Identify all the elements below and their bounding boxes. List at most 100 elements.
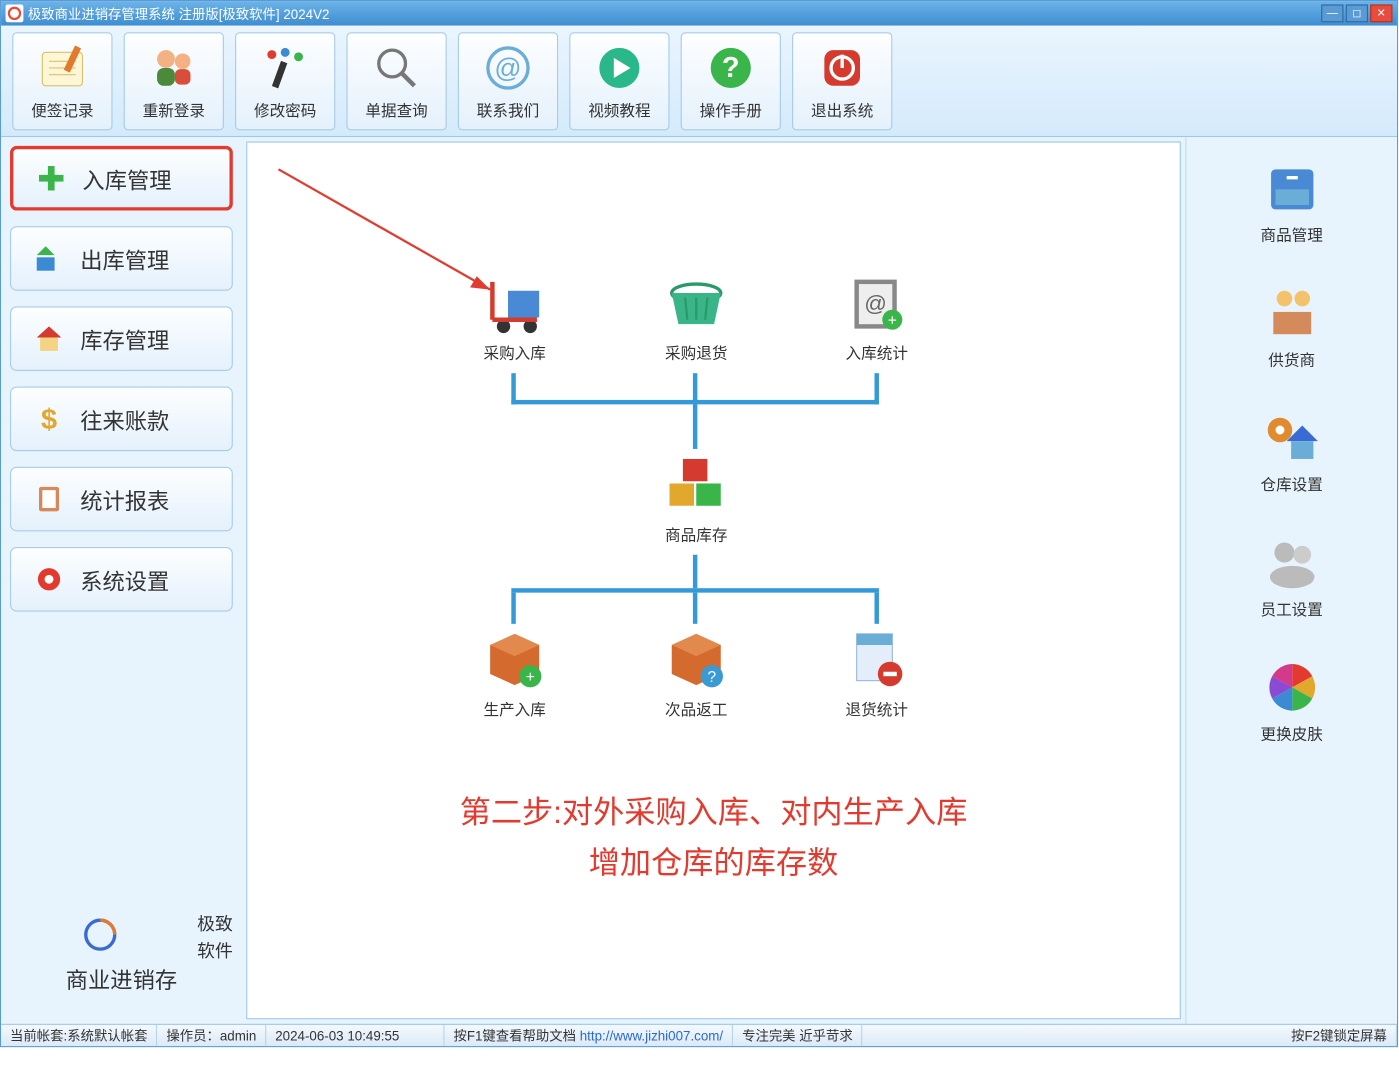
relogin-label: 重新登录 xyxy=(143,99,205,121)
svg-text:$: $ xyxy=(41,404,57,433)
password-button[interactable]: 修改密码 xyxy=(235,32,335,130)
node-inbound-stats[interactable]: @+ 入库统计 xyxy=(827,271,927,365)
nav-stock[interactable]: 库存管理 xyxy=(10,306,233,371)
book-at-icon: @+ xyxy=(843,271,910,338)
people-box-icon xyxy=(1263,284,1321,342)
svg-text:@: @ xyxy=(864,291,887,316)
cart-icon xyxy=(481,271,548,338)
nav-inbound[interactable]: 入库管理 xyxy=(10,146,233,211)
titlebar: 极致商业进销存管理系统 注册版[极致软件] 2024V2 — ◻ ✕ xyxy=(1,1,1397,26)
node-purchase-return[interactable]: 采购退货 xyxy=(646,271,746,365)
brand-line2: 商业进销存 xyxy=(10,962,233,994)
manual-label: 操作手册 xyxy=(700,99,762,121)
help-icon: ? xyxy=(704,41,757,94)
rside-staff-set-label: 员工设置 xyxy=(1260,598,1322,620)
node-produce-in[interactable]: + 生产入库 xyxy=(465,627,565,721)
connector xyxy=(693,404,697,449)
plus-icon xyxy=(36,163,67,194)
clipboard-icon xyxy=(33,483,64,514)
outbound-icon xyxy=(33,243,64,274)
nav-stock-label: 库存管理 xyxy=(80,323,169,355)
rside-skin-label: 更换皮肤 xyxy=(1260,723,1322,745)
rside-staff-set[interactable]: 员工设置 xyxy=(1260,534,1322,621)
left-nav: 入库管理 出库管理 库存管理 $ 往来账款 统计报表 系统设置 xyxy=(1,137,242,1024)
svg-text:@: @ xyxy=(494,52,521,82)
brand: 极致 软件 商业进销存 xyxy=(10,898,233,1015)
drawer-icon xyxy=(1263,159,1321,217)
annotation-line2: 增加仓库的库存数 xyxy=(247,839,1179,889)
nav-inbound-label: 入库管理 xyxy=(82,162,171,194)
status-operator: 操作员：admin xyxy=(157,1025,266,1046)
relogin-button[interactable]: 重新登录 xyxy=(124,32,224,130)
annotation-line1: 第二步:对外采购入库、对内生产入库 xyxy=(247,789,1179,839)
node-return-stats-label: 退货统计 xyxy=(827,698,927,720)
brand-logo-icon xyxy=(82,917,118,953)
exit-label: 退出系统 xyxy=(811,99,873,121)
minimize-button[interactable]: — xyxy=(1321,4,1343,22)
connector xyxy=(693,593,697,624)
boxes-icon xyxy=(663,452,730,519)
connector xyxy=(693,555,697,588)
nav-reports-label: 统计报表 xyxy=(80,483,169,515)
rside-supplier[interactable]: 供货商 xyxy=(1263,284,1321,371)
rside-warehouse-set[interactable]: 仓库设置 xyxy=(1260,409,1322,496)
video-button[interactable]: 视频教程 xyxy=(569,32,669,130)
node-inbound-stats-label: 入库统计 xyxy=(827,342,927,364)
nav-outbound[interactable]: 出库管理 xyxy=(10,226,233,291)
status-account: 当前帐套:系统默认帐套 xyxy=(1,1025,157,1046)
doc-minus-icon xyxy=(843,627,910,694)
svg-text:+: + xyxy=(526,669,535,686)
node-defect-rework[interactable]: ? 次品返工 xyxy=(646,627,746,721)
nav-settings-label: 系统设置 xyxy=(80,563,169,595)
brand-line1b: 软件 xyxy=(197,936,233,963)
connector xyxy=(874,593,878,624)
nav-accounts[interactable]: $ 往来账款 xyxy=(10,387,233,452)
node-purchase-in[interactable]: 采购入库 xyxy=(465,271,565,365)
password-icon xyxy=(258,41,311,94)
node-return-stats[interactable]: 退货统计 xyxy=(827,627,927,721)
manual-button[interactable]: ? 操作手册 xyxy=(681,32,781,130)
box-plus-icon: + xyxy=(481,627,548,694)
exit-button[interactable]: 退出系统 xyxy=(792,32,892,130)
status-lock: 按F2键锁定屏幕 xyxy=(1282,1025,1397,1046)
connector xyxy=(511,593,515,624)
close-button[interactable]: ✕ xyxy=(1370,4,1392,22)
svg-text:?: ? xyxy=(722,51,740,83)
users-icon xyxy=(1263,534,1321,592)
node-goods-stock-label: 商品库存 xyxy=(646,524,746,546)
brand-line1a: 极致 xyxy=(197,909,233,936)
rside-goods-mgmt[interactable]: 商品管理 xyxy=(1260,159,1322,246)
node-goods-stock[interactable]: 商品库存 xyxy=(646,452,746,546)
notes-icon xyxy=(36,41,89,94)
box-question-icon: ? xyxy=(663,627,730,694)
nav-accounts-label: 往来账款 xyxy=(80,403,169,435)
rside-supplier-label: 供货商 xyxy=(1263,349,1321,371)
status-url-link[interactable]: http://www.jizhi007.com/ xyxy=(580,1028,723,1044)
node-defect-rework-label: 次品返工 xyxy=(646,698,746,720)
nav-settings[interactable]: 系统设置 xyxy=(10,547,233,612)
contact-label: 联系我们 xyxy=(477,99,539,121)
video-label: 视频教程 xyxy=(588,99,650,121)
node-purchase-in-label: 采购入库 xyxy=(465,342,565,364)
nav-outbound-label: 出库管理 xyxy=(80,242,169,274)
at-icon: @ xyxy=(481,41,534,94)
status-slogan: 专注完美 近乎苛求 xyxy=(733,1025,863,1046)
play-icon xyxy=(593,41,646,94)
query-button[interactable]: 单据查询 xyxy=(346,32,446,130)
toolbar: 便签记录 重新登录 修改密码 单据查询 @ 联系我们 视频教程 ? 操作手册 退… xyxy=(1,26,1397,137)
gear-icon xyxy=(33,564,64,595)
basket-icon xyxy=(663,271,730,338)
nav-reports[interactable]: 统计报表 xyxy=(10,467,233,532)
contact-button[interactable]: @ 联系我们 xyxy=(458,32,558,130)
house-icon xyxy=(33,323,64,354)
app-icon xyxy=(6,4,24,22)
relogin-icon xyxy=(147,41,200,94)
right-sidebar: 商品管理 供货商 仓库设置 员工设置 更换皮肤 xyxy=(1185,137,1397,1024)
rside-warehouse-set-label: 仓库设置 xyxy=(1260,473,1322,495)
notes-button[interactable]: 便签记录 xyxy=(12,32,112,130)
rside-skin[interactable]: 更换皮肤 xyxy=(1260,658,1322,745)
dollar-icon: $ xyxy=(33,403,64,434)
status-datetime: 2024-06-03 10:49:55 xyxy=(266,1025,444,1046)
search-icon xyxy=(370,41,423,94)
maximize-button[interactable]: ◻ xyxy=(1346,4,1368,22)
